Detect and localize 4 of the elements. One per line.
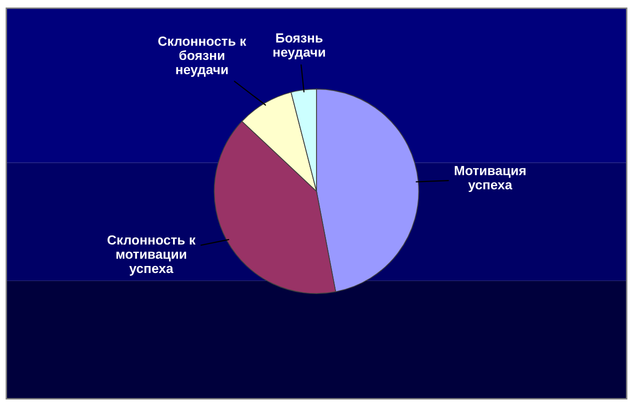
slice-label: Боязнь неудачи [273, 33, 325, 60]
slice-label: Склонность к мотивации успеха [108, 235, 196, 276]
slice-label: Склонность к боязни неудачи [158, 36, 246, 77]
slice-label: Мотивация успеха [454, 166, 526, 192]
